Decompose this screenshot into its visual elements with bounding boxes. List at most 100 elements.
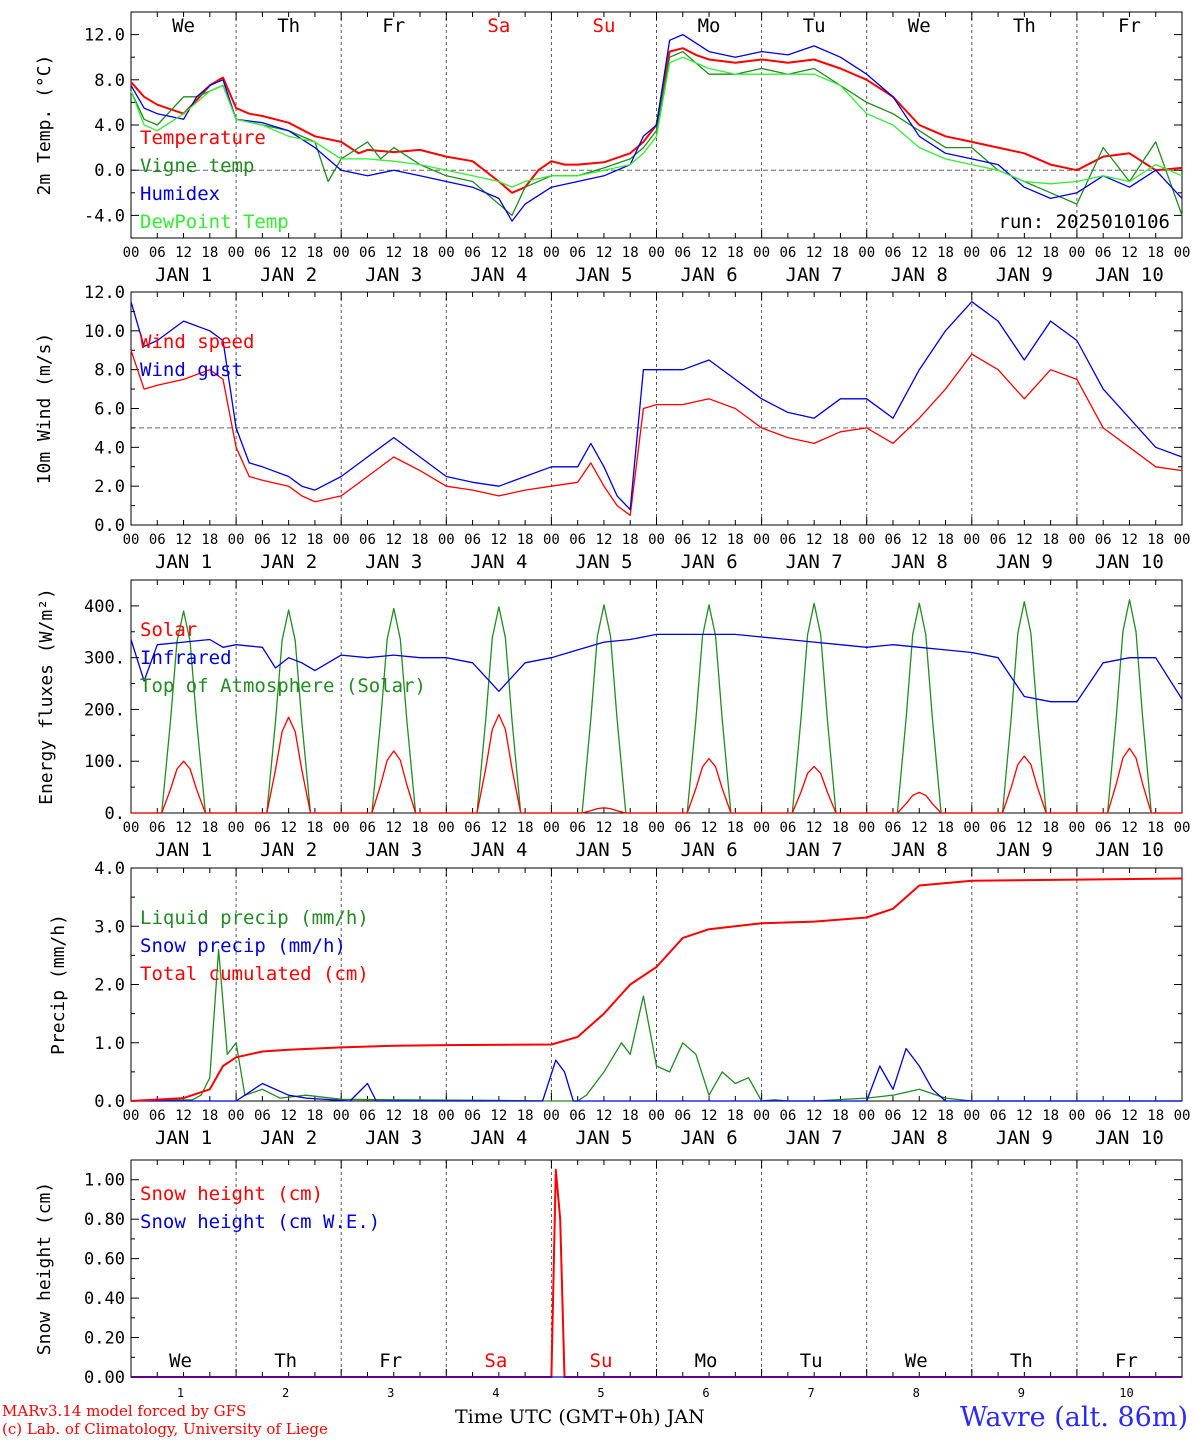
x-hour-label: 18 (832, 532, 849, 548)
x-hour-label: 12 (280, 245, 297, 261)
legend-entry: Top of Atmosphere (Solar) (140, 675, 426, 697)
series-solar (131, 713, 1182, 814)
day-number-label: 1 (177, 1386, 184, 1400)
x-hour-label: 18 (517, 820, 534, 836)
panel-2 (130, 291, 1183, 526)
x-day-label: JAN 10 (1095, 839, 1164, 861)
x-hour-label: 18 (1147, 1108, 1164, 1124)
x-hour-label: 06 (149, 245, 166, 261)
x-hour-label: 12 (806, 1108, 823, 1124)
x-hour-label: 18 (306, 532, 323, 548)
x-hour-label: 12 (385, 820, 402, 836)
y-axis-label: 10m Wind (m/s) (34, 333, 55, 485)
x-hour-label: 18 (937, 532, 954, 548)
x-hour-label: 12 (806, 532, 823, 548)
x-hour-label: 18 (412, 532, 429, 548)
x-hour-label: 00 (1068, 1108, 1085, 1124)
x-hour-label: 00 (1068, 245, 1085, 261)
x-hour-label: 00 (543, 245, 560, 261)
x-hour-label: 00 (228, 532, 245, 548)
x-day-label: JAN 9 (996, 551, 1053, 573)
x-hour-label: 18 (1042, 820, 1059, 836)
x-day-label: JAN 3 (365, 1127, 422, 1149)
x-hour-label: 00 (333, 532, 350, 548)
x-day-label: JAN 6 (680, 1127, 737, 1149)
x-day-label: JAN 7 (786, 1127, 843, 1149)
y-tick-label: 0.0 (94, 516, 125, 536)
x-hour-label: 00 (858, 245, 875, 261)
x-hour-label: 06 (885, 1108, 902, 1124)
x-hour-label: 06 (1095, 532, 1112, 548)
x-hour-label: 00 (123, 245, 140, 261)
x-hour-label: 00 (438, 1108, 455, 1124)
panel-3 (130, 579, 1183, 814)
weekday-label: Mo (698, 15, 721, 37)
x-hour-label: 00 (963, 245, 980, 261)
x-hour-label: 18 (412, 245, 429, 261)
x-hour-label: 18 (1042, 1108, 1059, 1124)
x-hour-label: 12 (175, 1108, 192, 1124)
weekday-label: Th (277, 15, 300, 37)
x-day-label: JAN 5 (575, 551, 632, 573)
x-hour-label: 18 (306, 820, 323, 836)
run-label: run: 2025010106 (998, 211, 1170, 233)
series-dewpoint-temp (130, 56, 1183, 188)
x-hour-label: 12 (1016, 1108, 1033, 1124)
legend-entry: Humidex (140, 183, 220, 205)
x-hour-label: 12 (385, 245, 402, 261)
x-hour-label: 12 (596, 532, 613, 548)
x-day-label: JAN 8 (891, 1127, 948, 1149)
x-hour-label: 12 (911, 532, 928, 548)
x-hour-label: 06 (569, 820, 586, 836)
x-day-label: JAN 2 (260, 1127, 317, 1149)
y-tick-label: 0.40 (84, 1289, 125, 1309)
y-tick-label: 1.00 (84, 1171, 125, 1191)
x-day-label: JAN 1 (155, 264, 212, 286)
x-hour-label: 12 (1121, 820, 1138, 836)
x-hour-label: 12 (806, 820, 823, 836)
x-hour-label: 00 (1068, 820, 1085, 836)
x-hour-label: 06 (149, 1108, 166, 1124)
legend-entry: Snow precip (mm/h) (140, 935, 346, 957)
weekday-label: Fr (382, 15, 405, 37)
x-day-label: JAN 5 (575, 264, 632, 286)
x-hour-label: 06 (779, 820, 796, 836)
weekday-label: We (172, 15, 195, 37)
weekday-label: Sa (487, 15, 510, 37)
x-hour-label: 18 (622, 245, 639, 261)
weekday-label: Th (1010, 1350, 1033, 1372)
x-hour-label: 00 (858, 820, 875, 836)
x-hour-label: 00 (648, 1108, 665, 1124)
x-hour-label: 12 (1016, 820, 1033, 836)
x-hour-label: 18 (622, 1108, 639, 1124)
legend-entry: Wind gust (140, 359, 243, 381)
x-hour-label: 18 (517, 245, 534, 261)
x-hour-label: 00 (858, 1108, 875, 1124)
x-day-label: JAN 10 (1095, 264, 1164, 286)
x-day-label: JAN 4 (470, 1127, 527, 1149)
x-hour-label: 06 (569, 532, 586, 548)
x-hour-label: 18 (1042, 532, 1059, 548)
x-day-label: JAN 1 (155, 1127, 212, 1149)
x-hour-label: 18 (622, 820, 639, 836)
x-day-label: JAN 8 (891, 839, 948, 861)
x-hour-label: 18 (727, 1108, 744, 1124)
legend-entry: Snow height (cm W.E.) (140, 1211, 380, 1233)
x-hour-label: 06 (569, 245, 586, 261)
x-hour-label: 06 (464, 532, 481, 548)
x-hour-label: 00 (1174, 1108, 1191, 1124)
x-hour-label: 18 (201, 532, 218, 548)
y-axis-label: Energy fluxes (W/m²) (36, 588, 57, 805)
x-hour-label: 00 (438, 245, 455, 261)
x-hour-label: 06 (149, 820, 166, 836)
y-tick-label: 12.0 (84, 26, 125, 46)
x-hour-label: 18 (1042, 245, 1059, 261)
x-hour-label: 00 (1174, 820, 1191, 836)
x-hour-label: 06 (254, 532, 271, 548)
y-tick-label: 100. (84, 752, 125, 772)
x-hour-label: 00 (648, 820, 665, 836)
legend-entry: Solar (140, 619, 197, 641)
weekday-label: Th (1013, 15, 1036, 37)
x-hour-label: 06 (1095, 245, 1112, 261)
